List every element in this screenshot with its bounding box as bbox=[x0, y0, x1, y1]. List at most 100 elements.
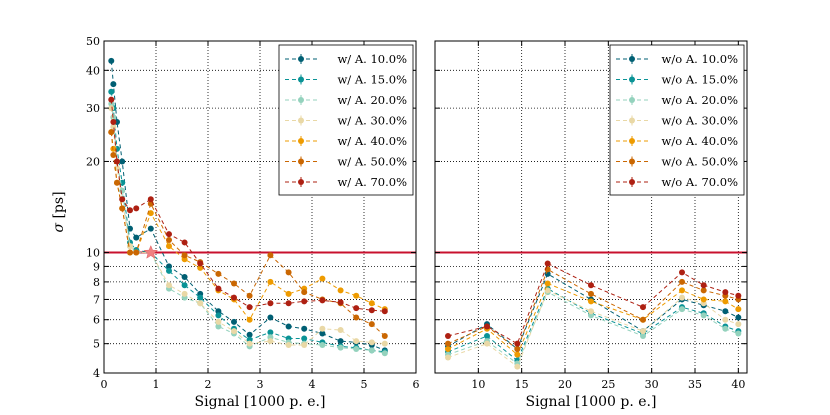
data-point bbox=[231, 280, 237, 287]
data-point bbox=[246, 292, 253, 299]
data-point bbox=[215, 285, 222, 292]
data-point bbox=[735, 306, 742, 313]
legend-marker bbox=[298, 138, 304, 144]
series-line bbox=[447, 289, 739, 368]
x-tick-label: 40 bbox=[731, 378, 745, 391]
legend-label: w/ A. 10.0% bbox=[337, 52, 407, 66]
legend-label: w/o A. 50.0% bbox=[662, 155, 739, 169]
data-point bbox=[133, 205, 140, 212]
x-tick-label: 35 bbox=[688, 378, 702, 391]
y-tick-label: 6 bbox=[93, 314, 100, 327]
legend-entry: w/ A. 30.0% bbox=[285, 114, 407, 128]
data-point bbox=[108, 129, 115, 136]
series-line bbox=[447, 291, 739, 365]
series-w-o-a-70-0- bbox=[445, 260, 742, 347]
legend-label: w/ A. 40.0% bbox=[337, 134, 407, 148]
data-point bbox=[368, 339, 375, 346]
data-point bbox=[215, 308, 222, 315]
x-tick-label: 6 bbox=[413, 378, 420, 391]
data-point bbox=[267, 314, 274, 321]
legend-entry: w/o A. 30.0% bbox=[616, 114, 738, 128]
data-point bbox=[514, 363, 521, 370]
series-w-a-30-0- bbox=[108, 105, 388, 348]
data-point bbox=[353, 338, 360, 345]
data-point bbox=[368, 307, 375, 314]
data-point bbox=[484, 340, 490, 347]
data-point bbox=[114, 179, 120, 186]
data-point bbox=[445, 354, 451, 361]
data-point bbox=[285, 269, 292, 276]
legend-label: w/ A. 50.0% bbox=[337, 155, 407, 169]
legend-label: w/o A. 40.0% bbox=[662, 134, 739, 148]
legend-entry: w/o A. 50.0% bbox=[616, 155, 738, 169]
data-point bbox=[700, 312, 707, 319]
series-w-a-70-0- bbox=[108, 96, 388, 315]
legend-entry: w/ A. 50.0% bbox=[285, 155, 407, 169]
data-point bbox=[337, 326, 344, 333]
x-tick-label: 1 bbox=[153, 378, 160, 391]
data-point bbox=[353, 314, 360, 321]
data-point bbox=[735, 330, 742, 337]
data-point bbox=[197, 294, 204, 301]
data-point bbox=[319, 297, 326, 304]
data-point bbox=[166, 237, 172, 244]
data-point bbox=[231, 294, 237, 301]
data-point bbox=[285, 341, 292, 348]
data-point bbox=[215, 318, 222, 325]
x-tick-label: 3 bbox=[257, 378, 264, 391]
data-point bbox=[231, 318, 237, 325]
data-point bbox=[735, 321, 742, 328]
x-tick-label: 15 bbox=[515, 378, 529, 391]
data-point bbox=[267, 278, 274, 285]
data-point bbox=[108, 100, 115, 107]
y-tick-label: 10 bbox=[86, 247, 100, 260]
legend-entry: w/o A. 15.0% bbox=[616, 73, 738, 87]
data-point bbox=[147, 196, 154, 203]
x-tick-label: 30 bbox=[645, 378, 659, 391]
series-line bbox=[110, 99, 385, 312]
data-point bbox=[679, 294, 685, 301]
data-point bbox=[246, 331, 253, 338]
plot-frame bbox=[434, 40, 748, 374]
data-point bbox=[735, 314, 742, 321]
data-point bbox=[544, 260, 551, 267]
data-point bbox=[110, 123, 117, 130]
legend: w/ A. 10.0% w/ A. 15.0% w/ A. 20.0% w/ A. 3… bbox=[278, 44, 414, 196]
x-tick-label: 25 bbox=[601, 378, 615, 391]
data-point bbox=[285, 323, 292, 330]
data-point bbox=[381, 308, 388, 315]
data-point bbox=[246, 340, 253, 347]
legend-label: w/o A. 15.0% bbox=[662, 73, 739, 87]
data-point bbox=[110, 118, 117, 125]
data-point bbox=[119, 158, 126, 165]
legend-entry: w/ A. 40.0% bbox=[285, 134, 407, 148]
data-point bbox=[679, 287, 685, 294]
data-point bbox=[301, 341, 308, 348]
data-point bbox=[700, 287, 707, 294]
data-point bbox=[735, 292, 742, 299]
data-point bbox=[267, 300, 274, 307]
y-tick-label: 7 bbox=[93, 293, 100, 306]
data-point bbox=[108, 105, 115, 112]
legend-marker bbox=[298, 56, 304, 62]
data-point bbox=[231, 328, 237, 335]
data-point bbox=[285, 290, 292, 297]
y-tick-label: 5 bbox=[93, 338, 100, 351]
data-point bbox=[301, 298, 308, 305]
data-point bbox=[108, 96, 115, 103]
data-point bbox=[181, 252, 188, 259]
data-point bbox=[679, 269, 685, 276]
data-point bbox=[337, 344, 344, 351]
data-point bbox=[133, 249, 140, 256]
data-point bbox=[319, 330, 326, 337]
data-point bbox=[445, 333, 451, 340]
legend-entry: w/o A. 70.0% bbox=[616, 175, 738, 189]
data-point bbox=[640, 304, 646, 311]
data-point bbox=[127, 249, 133, 256]
data-point bbox=[110, 145, 117, 152]
data-point bbox=[722, 316, 729, 323]
data-point bbox=[381, 340, 388, 347]
legend-marker bbox=[298, 158, 304, 165]
x-axis-label: Signal [1000 p. e.] bbox=[526, 394, 657, 410]
